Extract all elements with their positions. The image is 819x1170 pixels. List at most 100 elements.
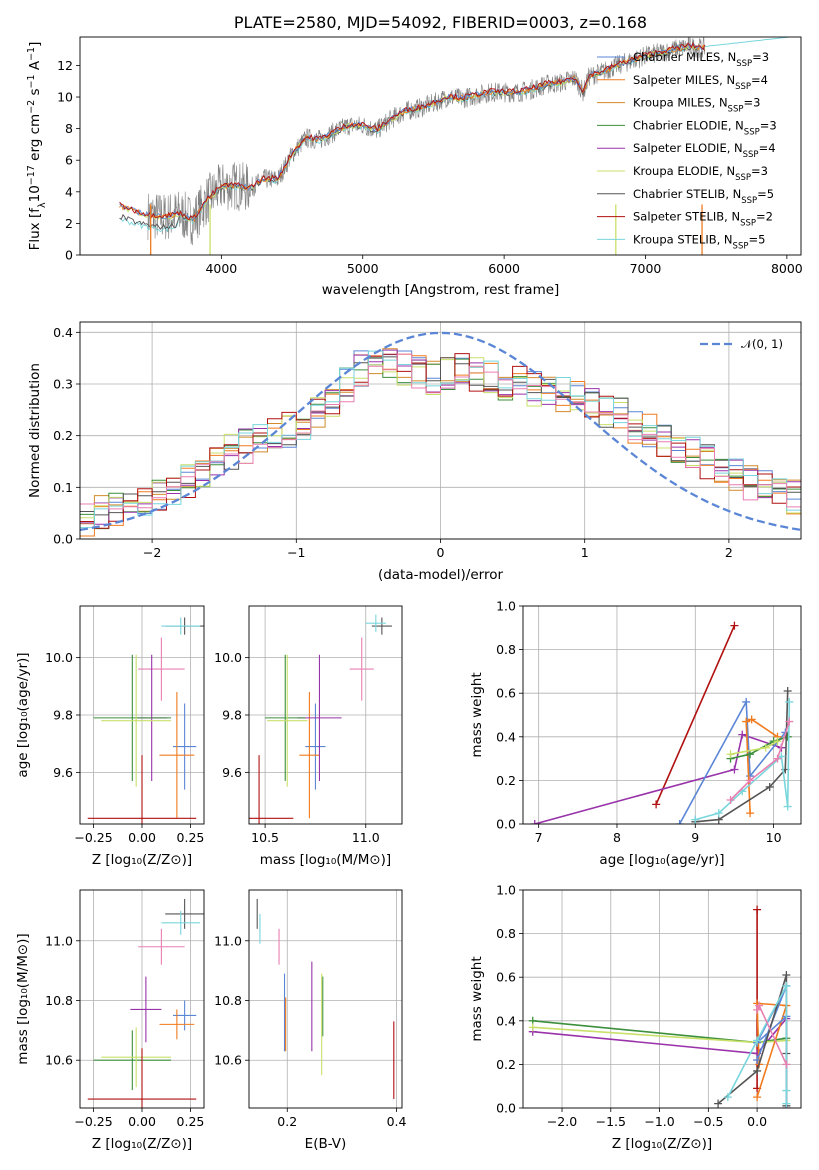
line-point (738, 730, 747, 739)
y-tick-label: 0.4 (496, 729, 516, 744)
legend-entry: Chabrier STELIB, NSSP=5 (633, 187, 774, 206)
plot-area (530, 621, 794, 824)
axes-frame (248, 605, 403, 825)
y-tick-label: 0 (65, 248, 73, 263)
axes-frame (79, 36, 802, 256)
line-point (773, 754, 782, 763)
plot-area (80, 331, 801, 537)
line-point (753, 1036, 762, 1045)
plot-area (119, 37, 795, 255)
y-tick-label: 1.0 (496, 599, 516, 614)
y-tick-label: 0.2 (496, 773, 516, 788)
y-tick-label: 1.0 (496, 883, 516, 898)
legend-entry-part: SSP (736, 59, 752, 69)
y-tick-label: 0.2 (496, 1057, 516, 1072)
x-tick-label: 5000 (347, 261, 379, 276)
y-tick-label: 9.6 (53, 765, 73, 780)
legend-entry-part: SSP (728, 105, 744, 115)
legend-entry: Kroupa ELODIE, NSSP=3 (633, 164, 768, 183)
line-point (726, 750, 735, 759)
line-point (783, 687, 792, 696)
line-point (723, 1093, 732, 1102)
y-tick-label: 9.6 (222, 765, 242, 780)
line-series (756, 1002, 788, 1098)
histogram-series (80, 356, 801, 516)
y-tick-label: 0.6 (496, 686, 516, 701)
y-axis-label: mass weight (469, 956, 485, 1041)
x-tick-label: 7000 (630, 261, 662, 276)
y-tick-label: 4 (65, 184, 73, 199)
line-point (782, 971, 791, 980)
x-axis-label: age [log₁₀(age/yr)] (599, 852, 724, 868)
line-point (782, 1099, 791, 1108)
x-tick-label: 6000 (488, 261, 520, 276)
y-axis-label: mass [log₁₀(M/M⊙)] (15, 933, 31, 1064)
legend-entry-part: Salpeter MILES, N (633, 73, 735, 87)
line-series (534, 733, 782, 824)
x-tick-label: 1 (581, 545, 589, 560)
y-axis-label-part: A (27, 60, 43, 74)
x-tick-label: 0.2 (277, 1114, 297, 1129)
y-tick-label: 0.4 (53, 325, 73, 340)
y-tick-label: 0.4 (496, 1013, 516, 1028)
plot-area (256, 898, 395, 1100)
x-tick-label: −0.5 (693, 1114, 723, 1129)
line-point (783, 802, 792, 811)
x-tick-label: 7 (535, 830, 543, 845)
line-series (678, 699, 786, 824)
legend-entry-part: Salpeter ELODIE, N (633, 141, 743, 155)
x-tick-label: −2 (143, 545, 161, 560)
chart-panel-6: 0.2 0.4 10.6 10.8 11.0 E(B-V) (214, 889, 407, 1152)
observed-spectrum (147, 37, 705, 246)
legend-entry-part: Chabrier MILES, N (633, 50, 736, 64)
y-axis-label-part: −17 (26, 165, 37, 185)
axes-frame (248, 889, 403, 1109)
y-axis-label: mass weight (469, 672, 485, 757)
legend-entry: 𝒩(0, 1) (741, 337, 783, 351)
legend-entry-part: SSP (735, 173, 751, 183)
y-tick-label: 9.8 (53, 708, 73, 723)
x-tick-label: −2.0 (547, 1114, 577, 1129)
line-point (761, 743, 770, 752)
legend-entry: Kroupa MILES, NSSP=3 (633, 96, 760, 115)
y-axis-label-part: erg cm (27, 114, 43, 165)
x-tick-label: 0.25 (177, 830, 205, 845)
legend-entry-part: =3 (743, 96, 760, 110)
line-series (695, 701, 791, 821)
legend-entry: Salpeter ELODIE, NSSP=4 (633, 141, 776, 160)
legend-entry-part: SSP (740, 219, 756, 229)
y-tick-label: 2 (65, 216, 73, 231)
legend-entry-part: SSP (744, 127, 760, 137)
y-tick-label: 0.8 (496, 642, 516, 657)
y-tick-label: 0.1 (53, 480, 73, 495)
legend-entry: Chabrier ELODIE, NSSP=3 (633, 118, 777, 137)
y-tick-label: 9.8 (222, 708, 242, 723)
line-point (785, 717, 794, 726)
x-tick-label: 0 (437, 545, 445, 560)
line-point (782, 1086, 791, 1095)
x-tick-label: 4000 (205, 261, 237, 276)
line-point (530, 820, 539, 824)
x-tick-label: −0.25 (74, 1114, 112, 1129)
x-tick-label: −1.0 (644, 1114, 674, 1129)
line-point (730, 621, 739, 630)
y-axis-label: age [log₁₀(age/yr)] (15, 652, 31, 777)
plot-area (249, 614, 392, 824)
y-tick-label: 10 (57, 90, 73, 105)
legend-entry-part: SSP (733, 241, 749, 251)
chart-panel-0: 4000 5000 6000 7000 8000 0 2 4 6 8 10 12 PLATE=2580,… (26, 13, 803, 298)
line-point (675, 820, 684, 824)
y-tick-label: 12 (57, 58, 73, 73)
legend-entry-part: Salpeter STELIB, N (633, 210, 740, 224)
x-tick-label: 9 (691, 830, 699, 845)
y-tick-label: 11.0 (214, 933, 242, 948)
line-point (714, 809, 723, 818)
y-axis-label-part: s (27, 88, 43, 99)
model-tail (704, 37, 795, 47)
line-point (753, 905, 762, 914)
line-point (753, 1005, 762, 1014)
x-tick-label: 11.0 (352, 830, 380, 845)
legend-entry-part: Chabrier ELODIE, N (633, 118, 744, 132)
x-tick-label: 8 (613, 830, 621, 845)
line-point (753, 1093, 762, 1102)
